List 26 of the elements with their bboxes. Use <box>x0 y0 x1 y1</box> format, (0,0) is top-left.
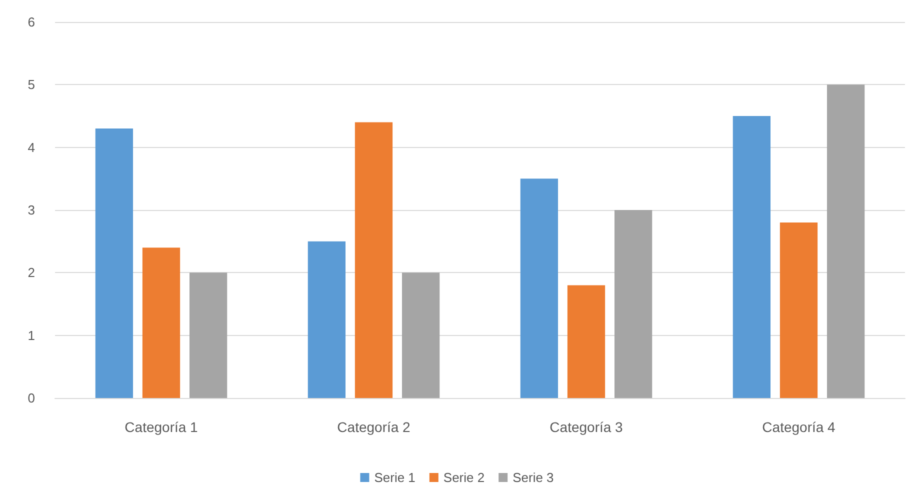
bar <box>142 248 180 398</box>
bar <box>354 122 393 398</box>
bar <box>308 241 346 398</box>
bar <box>732 116 771 398</box>
bar <box>520 178 558 398</box>
bar <box>95 128 134 398</box>
x-tick-label: Categoría 4 <box>762 419 836 435</box>
legend-label: Serie 3 <box>512 470 554 485</box>
bar <box>780 222 818 398</box>
y-tick-label: 4 <box>28 140 35 155</box>
bar <box>826 84 865 398</box>
y-tick-label: 0 <box>28 390 35 406</box>
bar <box>402 272 440 398</box>
y-tick-label: 2 <box>28 265 35 280</box>
x-tick-label: Categoría 1 <box>124 419 198 435</box>
y-tick-label: 6 <box>28 14 35 30</box>
legend-label: Serie 2 <box>443 470 485 485</box>
bar <box>567 285 606 398</box>
bar <box>189 272 228 398</box>
x-tick-label: Categoría 2 <box>337 419 411 435</box>
bar <box>614 210 652 398</box>
legend-label: Serie 1 <box>374 470 416 485</box>
y-tick-label: 5 <box>28 77 35 92</box>
x-tick-label: Categoría 3 <box>550 419 624 435</box>
y-tick-label: 3 <box>28 202 35 218</box>
y-tick-label: 1 <box>28 328 35 343</box>
